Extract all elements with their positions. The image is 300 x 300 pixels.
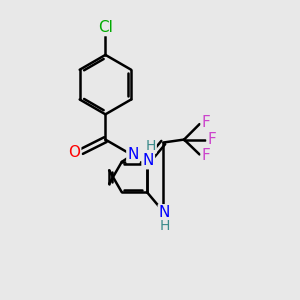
Text: N: N: [142, 153, 154, 168]
Text: F: F: [202, 115, 210, 130]
Text: O: O: [68, 146, 80, 160]
Text: N: N: [159, 205, 170, 220]
Text: H: H: [146, 139, 156, 152]
Text: N: N: [128, 147, 139, 162]
Text: H: H: [159, 219, 170, 233]
Text: F: F: [202, 148, 210, 164]
Text: F: F: [208, 132, 216, 147]
Text: Cl: Cl: [98, 20, 113, 35]
